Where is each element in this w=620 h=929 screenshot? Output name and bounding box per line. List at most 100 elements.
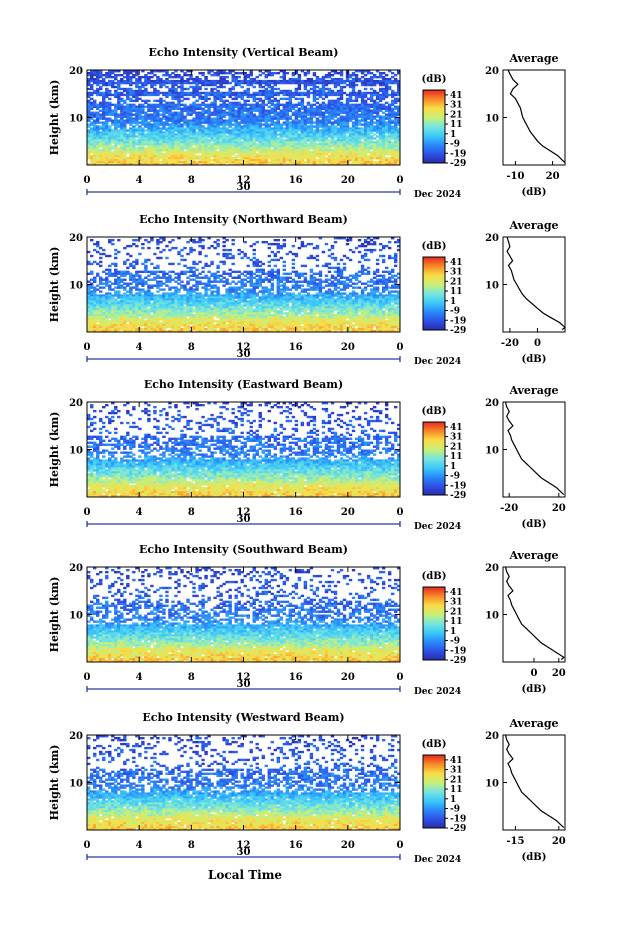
heatmap-field [87, 567, 400, 662]
date-label: 30 [237, 679, 251, 690]
average-profile-line [504, 401, 565, 496]
colorbar-tick-label: -9 [450, 140, 460, 150]
panel-title: Echo Intensity (Westward Beam) [142, 711, 344, 724]
colorbar-tick-label: 21 [450, 110, 463, 120]
average-profile-line [507, 69, 566, 164]
x-tick-label: 4 [136, 507, 143, 518]
panel-title: Echo Intensity (Northward Beam) [139, 213, 348, 226]
colorbar-tick-label: 31 [450, 268, 463, 278]
y-axis-label: Height (km) [48, 412, 61, 488]
colorbar [422, 586, 446, 661]
colorbar-tick-label: -19 [450, 646, 466, 656]
colorbar-tick-label: 11 [450, 452, 463, 462]
panel-title: Echo Intensity (Eastward Beam) [144, 378, 343, 391]
average-x-tick-label: -15 [506, 836, 524, 847]
average-profile-line [506, 236, 566, 331]
date-label: 30 [237, 182, 251, 193]
y-tick-label: 20 [69, 66, 83, 77]
panel-title: Echo Intensity (Vertical Beam) [148, 46, 338, 59]
average-x-tick-label: -10 [506, 171, 524, 182]
colorbar-tick-label: 1 [450, 462, 456, 472]
average-x-label: (dB) [522, 187, 547, 198]
colorbar-tick-label: 41 [450, 258, 463, 268]
average-y-tick-label: 20 [485, 233, 499, 244]
colorbar-tick-label: 1 [450, 795, 456, 805]
date-label: 30 [237, 847, 251, 858]
colorbar-tick-label: 1 [450, 130, 456, 140]
y-axis-label: Height (km) [48, 745, 61, 821]
x-tick-label: 12 [237, 342, 251, 353]
colorbar-tick-label: 41 [450, 756, 463, 766]
colorbar-tick-label: 41 [450, 423, 463, 433]
colorbar-tick-label: -19 [450, 814, 466, 824]
x-tick-label: 16 [289, 672, 303, 683]
y-axis-label: Height (km) [48, 577, 61, 653]
colorbar-unit: (dB) [422, 406, 447, 417]
average-title: Average [508, 219, 558, 232]
x-tick-label: 16 [289, 840, 303, 851]
colorbar-tick-label: -19 [450, 481, 466, 491]
average-title: Average [508, 717, 558, 730]
average-x-tick-label: 20 [552, 836, 566, 847]
colorbar-tick-label: -29 [450, 491, 466, 501]
average-title: Average [508, 384, 558, 397]
colorbar-unit: (dB) [422, 74, 447, 85]
x-tick-label: 16 [289, 507, 303, 518]
colorbar-unit: (dB) [422, 571, 447, 582]
colorbar-tick-label: 11 [450, 120, 463, 130]
x-tick-label: 20 [341, 342, 355, 353]
x-tick-label: 0 [84, 840, 91, 851]
x-tick-label: 20 [341, 175, 355, 186]
panel-2: Echo Intensity (Eastward Beam)2010Height… [48, 378, 566, 532]
average-x-label: (dB) [522, 684, 547, 695]
average-frame [502, 236, 566, 333]
x-tick-label: 16 [289, 342, 303, 353]
x-tick-label: 4 [136, 342, 143, 353]
y-tick-label: 10 [69, 114, 83, 125]
heatmap-field [87, 237, 400, 332]
average-y-tick-label: 10 [485, 446, 499, 457]
y-tick-label: 20 [69, 731, 83, 742]
x-tick-label: 4 [136, 672, 143, 683]
x-tick-label: 4 [136, 175, 143, 186]
x-tick-label: 20 [341, 507, 355, 518]
panel-3: Echo Intensity (Southward Beam)2010Heigh… [48, 543, 566, 697]
x-tick-label: 8 [188, 507, 195, 518]
x-tick-label: 0 [397, 507, 404, 518]
average-x-label: (dB) [522, 519, 547, 530]
colorbar-tick-label: 11 [450, 785, 463, 795]
x-tick-label: 0 [84, 672, 91, 683]
x-tick-label: 0 [397, 672, 404, 683]
colorbar-tick-label: -29 [450, 159, 466, 169]
average-y-tick-label: 20 [485, 731, 499, 742]
x-tick-label: 20 [341, 672, 355, 683]
average-x-label: (dB) [522, 354, 547, 365]
panel-1: Echo Intensity (Northward Beam)2010Heigh… [48, 213, 566, 367]
panel-4: Echo Intensity (Westward Beam)2010Height… [48, 711, 566, 865]
colorbar-unit: (dB) [422, 739, 447, 750]
y-axis-label: Height (km) [48, 80, 61, 156]
colorbar [422, 421, 446, 496]
y-axis-label: Height (km) [48, 247, 61, 323]
average-profile-line [504, 734, 565, 829]
colorbar-tick-label: 11 [450, 617, 463, 627]
x-axis-title: Local Time [208, 868, 282, 882]
average-profile-line [504, 566, 565, 661]
colorbar-unit: (dB) [422, 241, 447, 252]
average-x-tick-label: -20 [500, 503, 518, 514]
colorbar-tick-label: -29 [450, 326, 466, 336]
x-tick-label: 4 [136, 840, 143, 851]
x-tick-label: 0 [84, 175, 91, 186]
y-tick-label: 20 [69, 233, 83, 244]
average-x-tick-label: -20 [501, 338, 519, 349]
panel-0: Echo Intensity (Vertical Beam)2010Height… [48, 46, 566, 200]
date-label: 30 [237, 349, 251, 360]
heatmap-field [87, 735, 400, 830]
colorbar-tick-label: 21 [450, 442, 463, 452]
y-tick-label: 20 [69, 398, 83, 409]
average-y-tick-label: 20 [485, 66, 499, 77]
average-y-tick-label: 10 [485, 779, 499, 790]
month-label: Dec 2024 [414, 855, 461, 865]
x-tick-label: 0 [397, 840, 404, 851]
